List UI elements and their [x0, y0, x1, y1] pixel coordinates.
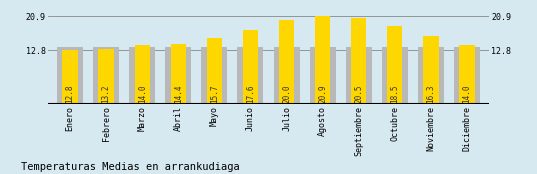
Bar [423, 36, 439, 104]
Bar [201, 48, 227, 104]
Bar [93, 48, 119, 104]
Text: 15.7: 15.7 [210, 85, 219, 103]
Text: 20.9: 20.9 [318, 85, 327, 103]
Bar [387, 26, 402, 104]
Bar [207, 38, 222, 104]
Bar [351, 18, 366, 104]
Bar [243, 30, 258, 104]
Bar [135, 45, 150, 104]
Text: Temperaturas Medias en arrankudiaga: Temperaturas Medias en arrankudiaga [21, 162, 240, 172]
Bar [279, 20, 294, 104]
Text: 13.2: 13.2 [101, 85, 111, 103]
Text: 20.0: 20.0 [282, 85, 291, 103]
Bar [129, 48, 155, 104]
Bar [98, 49, 114, 104]
Bar [315, 16, 330, 104]
Text: 18.5: 18.5 [390, 85, 400, 103]
Bar [273, 48, 300, 104]
Bar [310, 48, 336, 104]
Text: 14.0: 14.0 [462, 85, 471, 103]
Bar [237, 48, 264, 104]
Text: 14.0: 14.0 [137, 85, 147, 103]
Bar [165, 48, 191, 104]
Bar [418, 48, 444, 104]
Text: 14.4: 14.4 [174, 85, 183, 103]
Text: 20.5: 20.5 [354, 85, 363, 103]
Text: 16.3: 16.3 [426, 85, 436, 103]
Text: 12.8: 12.8 [66, 85, 75, 103]
Bar [346, 48, 372, 104]
Text: 17.6: 17.6 [246, 85, 255, 103]
Bar [171, 44, 186, 104]
Bar [382, 48, 408, 104]
Bar [460, 45, 475, 104]
Bar [62, 50, 77, 104]
Bar [454, 48, 480, 104]
Bar [57, 48, 83, 104]
